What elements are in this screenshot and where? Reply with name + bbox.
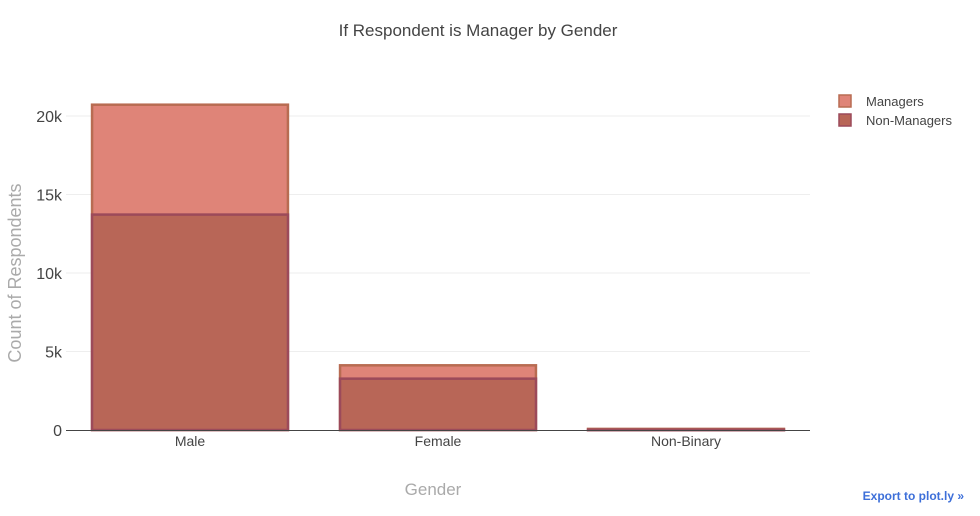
y-tick-label: 15k (36, 188, 63, 205)
y-axis-label: Count of Respondents (5, 183, 25, 362)
legend-swatch-managers (838, 94, 852, 108)
legend-label: Managers (866, 94, 924, 109)
y-tick-label: 10k (36, 266, 63, 283)
legend-swatch-non-managers (838, 113, 852, 127)
y-tick-label: 0 (53, 423, 62, 440)
chart-title: If Respondent is Manager by Gender (339, 21, 618, 40)
export-link[interactable]: Export to plot.ly » (862, 489, 964, 503)
y-tick-label: 20k (36, 109, 63, 126)
y-tick-label: 5k (45, 345, 63, 362)
x-tick-label: Male (175, 433, 206, 449)
bar-non-managers-male (90, 213, 290, 432)
x-tick-label: Non-Binary (651, 433, 721, 449)
legend-label: Non-Managers (866, 113, 952, 128)
bar-non-managers-female (338, 377, 538, 432)
x-axis-label: Gender (405, 480, 462, 499)
x-tick-label: Female (415, 433, 462, 449)
